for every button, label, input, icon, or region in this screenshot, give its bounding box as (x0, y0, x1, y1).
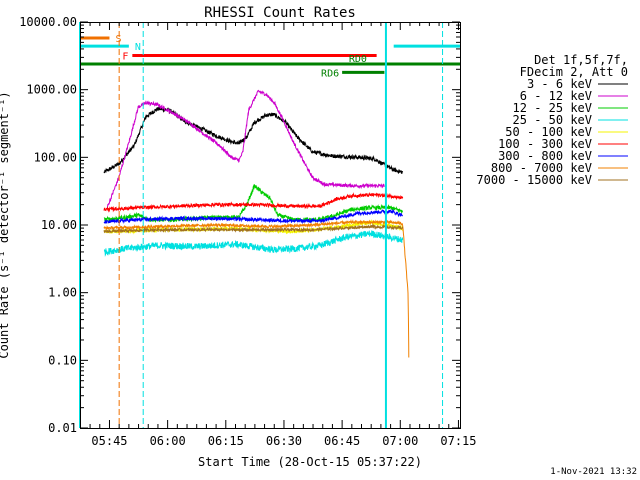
x-tick-label-6: 07:15 (440, 434, 476, 448)
series-line-0 (103, 106, 404, 175)
legend-entry-4: 50 - 100 keV (505, 125, 592, 139)
series-line-1 (106, 89, 385, 209)
flag-label-0: S (115, 34, 121, 45)
flag-label-3: RD0 (349, 54, 367, 65)
y-tick-label-6: 10000.00 (19, 15, 77, 29)
flag-bars-layer: S NF RD0 RD6 (80, 34, 460, 79)
legend-entry-2: 12 - 25 keV (513, 101, 592, 115)
x-tick-label-4: 06:45 (324, 434, 360, 448)
flag-label-1: N (135, 42, 141, 53)
y-tick-label-5: 1000.00 (26, 83, 77, 97)
y-tick-label-2: 1.00 (48, 286, 77, 300)
legend-entry-3: 25 - 50 keV (513, 113, 592, 127)
series-layer (103, 89, 410, 358)
x-tick-label-2: 06:15 (208, 434, 244, 448)
legend-entry-8: 7000 - 15000 keV (476, 173, 592, 187)
y-tick-label-4: 100.00 (34, 150, 77, 164)
x-tick-label-1: 06:00 (150, 434, 186, 448)
y-tick-label-0: 0.01 (48, 421, 77, 435)
x-tick-label-0: 05:45 (91, 434, 127, 448)
series-line-7 (103, 218, 410, 358)
y-tick-label-1: 0.10 (48, 353, 77, 367)
y-tick-label-3: 10.00 (41, 218, 77, 232)
legend-header-0: Det 1f,5f,7f, (534, 53, 628, 67)
legend-entry-5: 100 - 300 keV (498, 137, 592, 151)
y-axis-label: Count Rate (s⁻¹ detector⁻¹ segment⁻¹) (0, 91, 11, 358)
legend-entry-7: 800 - 7000 keV (491, 161, 592, 175)
footer-date: 1-Nov-2021 13:32 (550, 467, 637, 477)
legend-header-1: FDecim 2, Att 0 (520, 65, 628, 79)
flag-label-4: RD6 (321, 68, 339, 79)
x-tick-label-5: 07:00 (382, 434, 418, 448)
series-line-6 (103, 208, 404, 225)
flag-label-2: F (122, 51, 128, 62)
series-line-5 (103, 192, 404, 213)
series-line-8 (103, 223, 404, 234)
x-tick-label-3: 06:30 (266, 434, 302, 448)
axes-layer: 0.01 0.10 1.00 10.00 100.00 1000.00 10000.00 05… (19, 15, 476, 448)
chart-title: RHESSI Count Rates (204, 5, 356, 21)
legend-entry-6: 300 - 800 keV (498, 149, 592, 163)
series-line-3 (103, 229, 404, 257)
x-axis-label: Start Time (28-Oct-15 05:37:22) (198, 455, 422, 469)
legend-entry-0: 3 - 6 keV (527, 77, 592, 91)
legend-entry-1: 6 - 12 keV (520, 89, 592, 103)
plot-frame (80, 22, 461, 429)
